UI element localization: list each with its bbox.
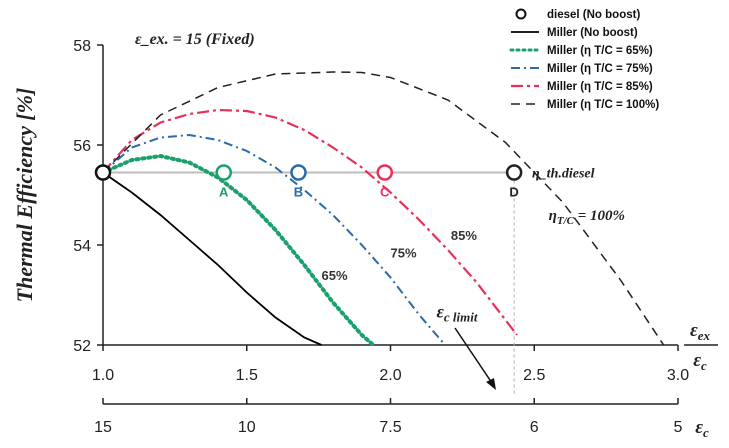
y-tick-label: 54 <box>73 238 91 255</box>
point-label: C <box>380 185 390 200</box>
legend: diesel (No boost) Miller (No boost) Miller… <box>509 8 659 111</box>
annotation-label: 75% <box>391 246 417 261</box>
point-marker <box>505 164 523 181</box>
fixed-note: ε_ex. = 15 (Fixed) <box>135 31 255 48</box>
y-tick-label: 52 <box>73 338 91 355</box>
legend-label: Miller (η T/C = 65%) <box>547 45 653 57</box>
series-line <box>102 133 446 346</box>
annotations-layer: 65% 75% 85% ηT/C = 100% εc limit <box>322 208 625 390</box>
x-axis-title-denominator: εc <box>693 350 707 373</box>
x-tick-label: 1.0 <box>92 367 114 384</box>
point-marker <box>290 164 307 181</box>
series-line <box>101 153 376 347</box>
legend-marker <box>515 8 527 20</box>
series-layer: η_th.diesel <box>101 71 665 395</box>
points-layer: A B C D <box>94 164 523 200</box>
x2-tick-label: 15 <box>94 419 112 436</box>
annotation-label: 85% <box>451 228 477 243</box>
x-axis-title-numerator: εex <box>690 320 711 343</box>
legend-label: Miller (η T/C = 85%) <box>547 81 653 93</box>
x2-axis-title: εc <box>695 417 709 440</box>
annotation-label: εc limit <box>437 302 478 325</box>
legend-label: diesel (No boost) <box>547 9 640 21</box>
diesel-reference-label: η_th.diesel <box>532 167 595 182</box>
legend-label: Miller (η T/C = 100%) <box>547 99 659 111</box>
point-label: B <box>294 185 303 200</box>
x2-tick-label: 7.5 <box>379 419 401 436</box>
point-label: A <box>219 185 229 200</box>
point-marker <box>376 164 393 181</box>
x-tick-label: 1.5 <box>236 367 258 384</box>
x-tick-label: 2.0 <box>379 367 401 384</box>
x2-tick-label: 5 <box>674 419 683 436</box>
series-line <box>102 171 322 346</box>
x2-tick-label: 10 <box>238 419 256 436</box>
x-tick-label: 2.5 <box>523 367 545 384</box>
diesel-marker <box>94 164 112 181</box>
series-line <box>102 108 518 336</box>
legend-label: Miller (η T/C = 75%) <box>547 63 653 75</box>
legend-label: Miller (No boost) <box>547 27 638 39</box>
axes: 52 54 56 58 1.0 1.5 2.0 2.5 3.0 15 10 7.5 6 5 Thermal … <box>12 31 718 440</box>
limit-arrow <box>454 327 493 384</box>
limit-arrow-head <box>486 378 496 390</box>
y-tick-label: 58 <box>73 38 91 55</box>
point-marker <box>215 164 232 181</box>
x2-tick-label: 6 <box>530 419 539 436</box>
annotation-label: 65% <box>322 268 348 283</box>
annotation-label: ηT/C = 100% <box>549 208 625 227</box>
y-tick-label: 56 <box>73 138 91 155</box>
x-tick-label: 3.0 <box>667 367 689 384</box>
series-line <box>102 71 665 346</box>
point-label: D <box>509 185 518 200</box>
y-axis-title: Thermal Efficiency [%] <box>12 88 37 303</box>
